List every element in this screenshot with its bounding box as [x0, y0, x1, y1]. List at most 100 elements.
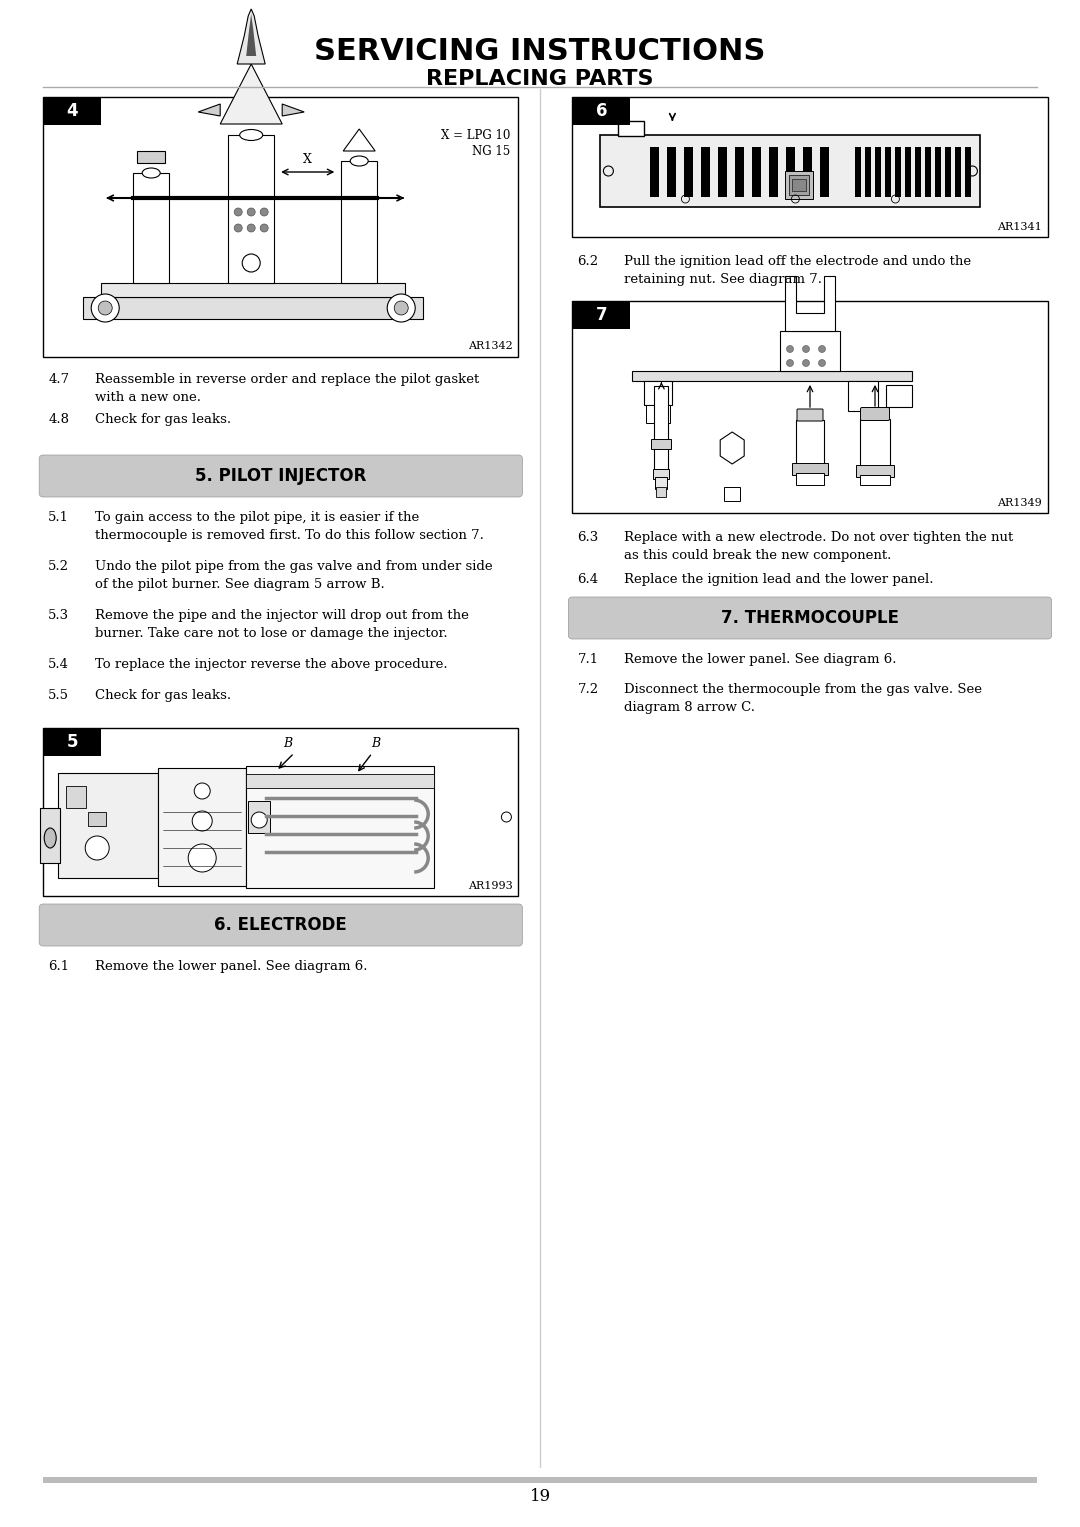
Bar [956, 147, 961, 197]
Circle shape [247, 208, 255, 215]
Bar [786, 147, 795, 197]
Bar [718, 147, 728, 197]
FancyBboxPatch shape [797, 409, 823, 421]
Bar [43, 728, 518, 896]
Text: AR1993: AR1993 [468, 881, 512, 890]
Bar [158, 768, 246, 886]
Text: 4: 4 [66, 102, 78, 121]
Bar [796, 473, 824, 486]
Text: 6.3: 6.3 [578, 531, 598, 544]
Circle shape [501, 812, 512, 822]
Text: 4.7: 4.7 [49, 373, 69, 386]
Text: Pull the ignition lead off the electrode and undo the: Pull the ignition lead off the electrode… [624, 255, 972, 269]
Bar [572, 98, 1048, 237]
Bar [855, 147, 862, 197]
Bar [916, 147, 921, 197]
Bar [793, 179, 807, 191]
Text: 19: 19 [529, 1487, 551, 1506]
Polygon shape [343, 128, 375, 151]
Polygon shape [246, 14, 256, 56]
Circle shape [786, 359, 794, 366]
Text: Remove the lower panel. See diagram 6.: Remove the lower panel. See diagram 6. [95, 960, 367, 973]
Bar [58, 773, 158, 878]
Bar [653, 469, 670, 479]
Bar [796, 420, 824, 466]
Bar [848, 382, 878, 411]
Text: 6.4: 6.4 [578, 573, 598, 586]
Bar [248, 802, 270, 834]
Text: with a new one.: with a new one. [95, 391, 201, 405]
Circle shape [234, 208, 242, 215]
Bar [860, 475, 890, 486]
Bar [40, 808, 60, 863]
Text: Check for gas leaks.: Check for gas leaks. [95, 412, 231, 426]
FancyBboxPatch shape [861, 408, 890, 420]
Bar [572, 98, 631, 125]
Polygon shape [720, 432, 744, 464]
Bar [133, 173, 170, 282]
Circle shape [242, 253, 260, 272]
Bar [43, 98, 518, 357]
Bar [654, 386, 669, 470]
Polygon shape [282, 104, 305, 116]
Circle shape [234, 224, 242, 232]
Bar [789, 176, 809, 195]
Bar [43, 98, 102, 125]
Polygon shape [238, 9, 266, 64]
Bar [66, 786, 86, 808]
Text: 6. ELECTRODE: 6. ELECTRODE [215, 916, 347, 935]
Circle shape [91, 295, 119, 322]
FancyBboxPatch shape [39, 455, 523, 496]
Circle shape [98, 301, 112, 315]
Polygon shape [785, 276, 835, 331]
Bar [647, 405, 671, 423]
Bar [886, 147, 891, 197]
Bar [935, 147, 942, 197]
Text: 5.3: 5.3 [49, 609, 69, 621]
Ellipse shape [44, 828, 56, 847]
Ellipse shape [240, 130, 262, 140]
Bar [650, 147, 660, 197]
Bar [804, 147, 812, 197]
Bar [945, 147, 951, 197]
Text: To gain access to the pilot pipe, it is easier if the: To gain access to the pilot pipe, it is … [95, 512, 419, 524]
Text: 7.2: 7.2 [578, 683, 598, 696]
Bar [865, 147, 872, 197]
Bar [792, 463, 828, 475]
Text: AR1349: AR1349 [997, 498, 1041, 508]
Bar [753, 147, 761, 197]
Text: of the pilot burner. See diagram 5 arrow B.: of the pilot burner. See diagram 5 arrow… [95, 579, 384, 591]
Bar [645, 382, 673, 405]
Bar [228, 134, 274, 282]
Text: 6: 6 [596, 102, 607, 121]
Text: retaining nut. See diagram 7.: retaining nut. See diagram 7. [624, 273, 822, 286]
Bar [685, 147, 693, 197]
Circle shape [394, 301, 408, 315]
Text: Undo the pilot pipe from the gas valve and from under side: Undo the pilot pipe from the gas valve a… [95, 560, 492, 573]
Text: 7.1: 7.1 [578, 654, 598, 666]
Bar [821, 147, 829, 197]
Bar [572, 301, 1048, 513]
Circle shape [247, 224, 255, 232]
Text: Remove the lower panel. See diagram 6.: Remove the lower panel. See diagram 6. [624, 654, 896, 666]
Bar [657, 487, 666, 496]
Text: AR1341: AR1341 [997, 221, 1041, 232]
Circle shape [819, 359, 825, 366]
Circle shape [260, 224, 268, 232]
Text: 5.5: 5.5 [49, 689, 69, 702]
Text: Replace the ignition lead and the lower panel.: Replace the ignition lead and the lower … [624, 573, 934, 586]
Text: To replace the injector reverse the above procedure.: To replace the injector reverse the abov… [95, 658, 448, 670]
Text: burner. Take care not to lose or damage the injector.: burner. Take care not to lose or damage … [95, 628, 448, 640]
Bar [701, 147, 711, 197]
Text: B: B [284, 738, 293, 750]
Text: as this could break the new component.: as this could break the new component. [624, 550, 892, 562]
Text: thermocouple is removed first. To do this follow section 7.: thermocouple is removed first. To do thi… [95, 528, 484, 542]
Text: 5. PILOT INJECTOR: 5. PILOT INJECTOR [195, 467, 366, 486]
Circle shape [252, 812, 267, 828]
Text: 6.1: 6.1 [49, 960, 69, 973]
Bar [667, 147, 676, 197]
Bar [89, 812, 106, 826]
Bar [895, 147, 902, 197]
Text: AR1342: AR1342 [468, 341, 512, 351]
Text: Check for gas leaks.: Check for gas leaks. [95, 689, 231, 702]
